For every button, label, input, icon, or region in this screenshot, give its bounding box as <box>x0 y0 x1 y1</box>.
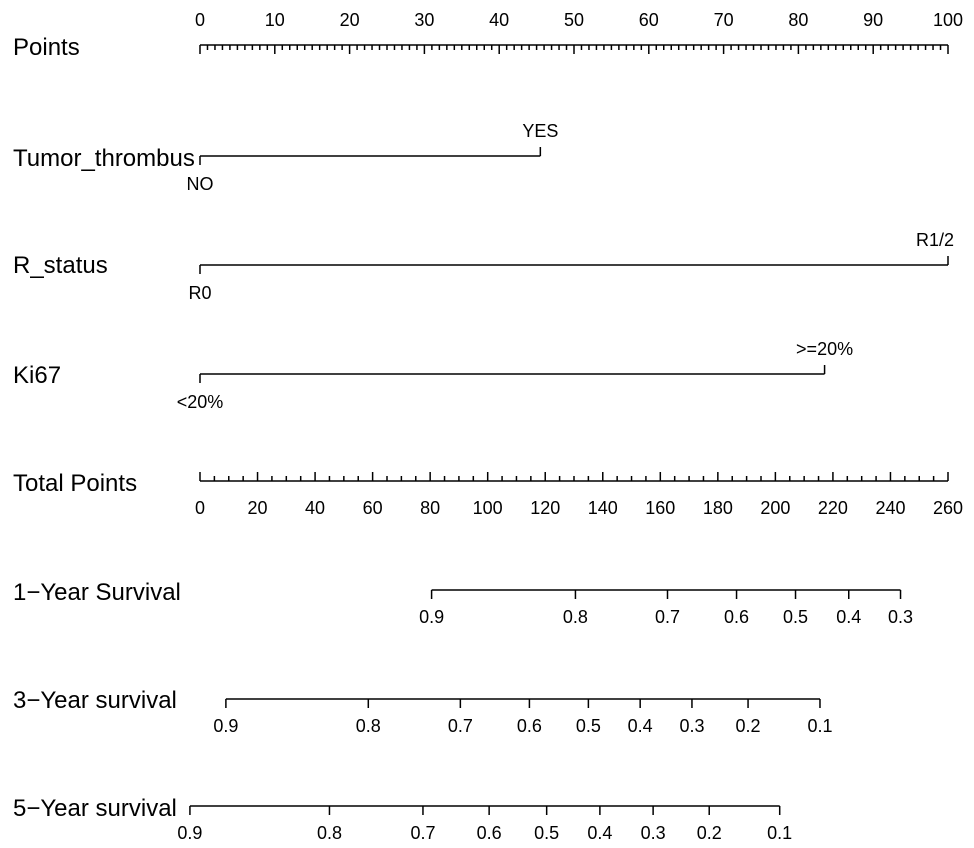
probability-label: 0.6 <box>477 823 502 843</box>
probability-label: 0.2 <box>736 716 761 736</box>
survival-1y-label: 1−Year Survival <box>13 579 181 606</box>
probability-label: 0.2 <box>697 823 722 843</box>
probability-label: 0.5 <box>576 716 601 736</box>
probability-label: 0.9 <box>213 716 238 736</box>
probability-label: 0.9 <box>419 607 444 627</box>
probability-label: 0.6 <box>724 607 749 627</box>
probability-label: 0.3 <box>888 607 913 627</box>
total-points-label: Total Points <box>13 470 137 497</box>
points-tick-label: 20 <box>340 10 360 30</box>
r-status-label: R_status <box>13 252 108 279</box>
probability-label: 0.7 <box>655 607 680 627</box>
survival-3y-label: 3−Year survival <box>13 687 177 714</box>
probability-label: 0.4 <box>587 823 612 843</box>
probability-label: 0.4 <box>628 716 653 736</box>
survival-5y-label: 5−Year survival <box>13 795 177 822</box>
probability-label: 0.7 <box>410 823 435 843</box>
probability-label: 0.8 <box>317 823 342 843</box>
ki67-label: Ki67 <box>13 362 61 389</box>
points-tick-label: 70 <box>714 10 734 30</box>
probability-label: 0.3 <box>641 823 666 843</box>
level-label: YES <box>522 121 558 141</box>
points-label: Points <box>13 34 80 61</box>
probability-label: 0.3 <box>679 716 704 736</box>
level-label: >=20% <box>796 339 853 359</box>
points-tick-label: 10 <box>265 10 285 30</box>
level-label: <20% <box>177 392 224 412</box>
probability-label: 0.1 <box>807 716 832 736</box>
total-points-tick-label: 180 <box>703 498 733 518</box>
total-points-tick-label: 80 <box>420 498 440 518</box>
points-tick-label: 60 <box>639 10 659 30</box>
probability-label: 0.9 <box>177 823 202 843</box>
points-tick-label: 0 <box>195 10 205 30</box>
total-points-tick-label: 0 <box>195 498 205 518</box>
points-tick-label: 100 <box>933 10 963 30</box>
total-points-tick-label: 40 <box>305 498 325 518</box>
probability-label: 0.5 <box>534 823 559 843</box>
total-points-tick-label: 240 <box>875 498 905 518</box>
probability-label: 0.8 <box>356 716 381 736</box>
probability-label: 0.5 <box>783 607 808 627</box>
points-tick-label: 90 <box>863 10 883 30</box>
probability-label: 0.4 <box>836 607 861 627</box>
total-points-tick-label: 260 <box>933 498 963 518</box>
points-tick-label: 80 <box>788 10 808 30</box>
total-points-tick-label: 200 <box>760 498 790 518</box>
points-tick-label: 50 <box>564 10 584 30</box>
total-points-tick-label: 20 <box>248 498 268 518</box>
total-points-tick-label: 100 <box>473 498 503 518</box>
level-label: R1/2 <box>916 230 954 250</box>
total-points-tick-label: 120 <box>530 498 560 518</box>
level-label: NO <box>187 174 214 194</box>
tumor-thrombus-label: Tumor_thrombus <box>13 145 195 172</box>
total-points-tick-label: 220 <box>818 498 848 518</box>
total-points-tick-label: 60 <box>363 498 383 518</box>
probability-label: 0.7 <box>448 716 473 736</box>
level-label: R0 <box>188 283 211 303</box>
total-points-tick-label: 140 <box>588 498 618 518</box>
probability-label: 0.1 <box>767 823 792 843</box>
points-tick-label: 30 <box>414 10 434 30</box>
points-tick-label: 40 <box>489 10 509 30</box>
probability-label: 0.8 <box>563 607 588 627</box>
probability-label: 0.6 <box>517 716 542 736</box>
total-points-tick-label: 160 <box>645 498 675 518</box>
